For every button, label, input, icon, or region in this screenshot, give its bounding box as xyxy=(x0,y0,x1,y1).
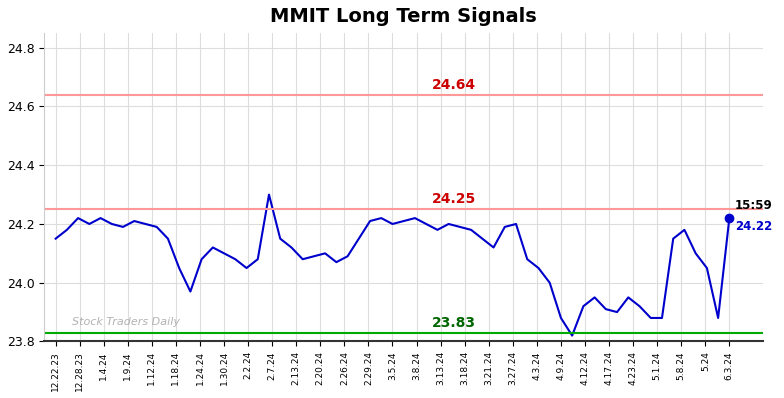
Text: 24.22: 24.22 xyxy=(735,220,772,232)
Text: 24.25: 24.25 xyxy=(432,192,477,206)
Text: Stock Traders Daily: Stock Traders Daily xyxy=(72,317,180,327)
Text: 23.83: 23.83 xyxy=(432,316,477,330)
Text: 15:59: 15:59 xyxy=(735,199,773,212)
Text: 24.64: 24.64 xyxy=(432,78,477,92)
Title: MMIT Long Term Signals: MMIT Long Term Signals xyxy=(270,7,537,26)
